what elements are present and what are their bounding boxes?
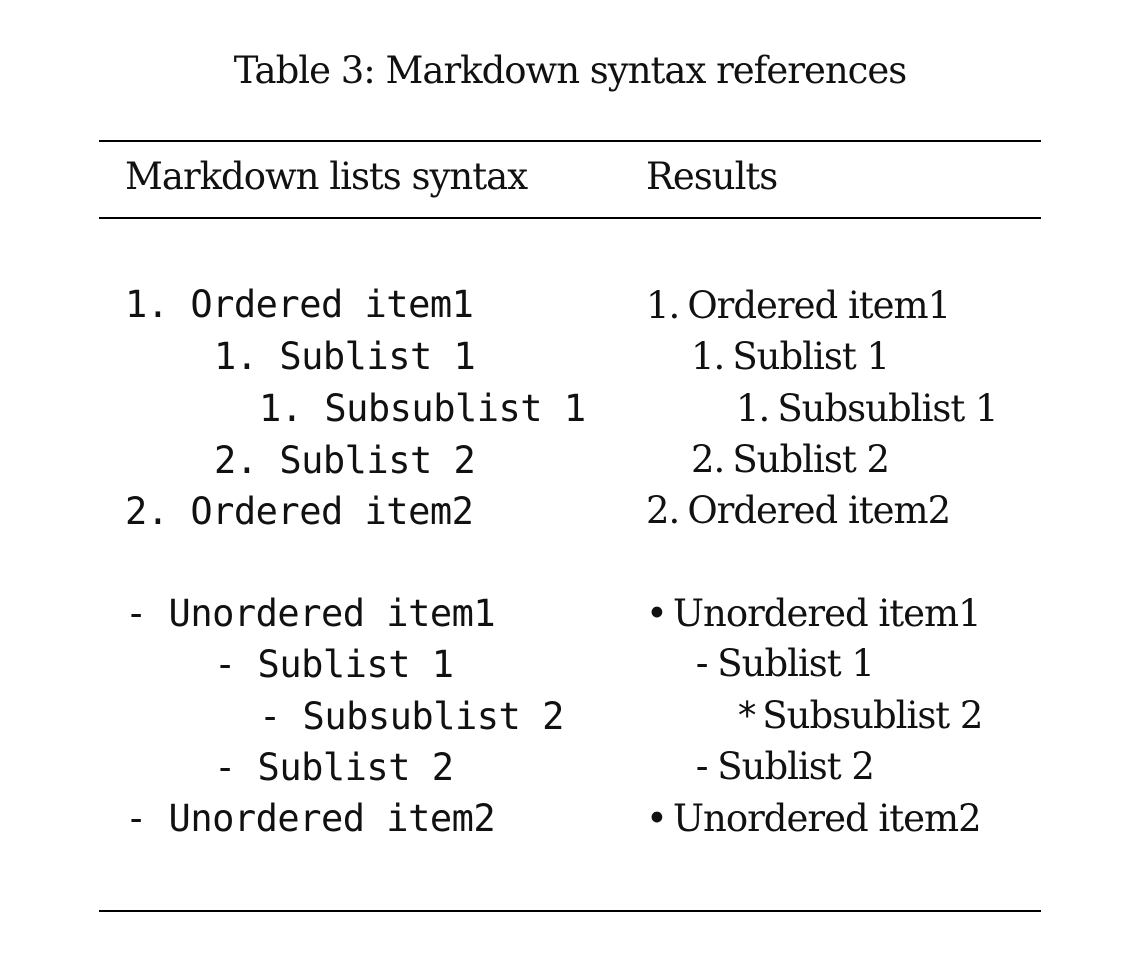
result-row: * Subsublist 2 bbox=[736, 691, 983, 741]
result-text: Unordered item2 bbox=[672, 797, 982, 840]
syntax-row: - Unordered item2 bbox=[125, 797, 496, 840]
syntax-row: - Sublist 2 bbox=[214, 746, 454, 789]
bullet-icon: • bbox=[646, 592, 668, 635]
result-row: • Unordered item1 bbox=[646, 589, 982, 639]
result-row: • Unordered item2 bbox=[646, 794, 982, 844]
syntax-row: 2. Sublist 2 bbox=[214, 439, 476, 482]
syntax-row: 2. Ordered item2 bbox=[125, 490, 474, 533]
dash-marker: - bbox=[691, 642, 714, 685]
result-text: Sublist 1 bbox=[732, 335, 890, 378]
result-row: 1. Sublist 1 bbox=[691, 332, 890, 382]
result-text: Sublist 1 bbox=[717, 642, 875, 685]
bottom-rule bbox=[99, 910, 1041, 912]
bullet-icon: • bbox=[646, 797, 668, 840]
result-marker: 2. bbox=[691, 438, 725, 481]
syntax-row: - Subsublist 2 bbox=[259, 695, 564, 738]
result-text: Sublist 2 bbox=[717, 745, 875, 788]
syntax-row: 1. Subsublist 1 bbox=[259, 387, 586, 430]
table-caption: Table 3: Markdown syntax references bbox=[233, 49, 908, 92]
asterisk-marker: * bbox=[736, 694, 759, 737]
result-row: 1. Subsublist 1 bbox=[736, 384, 999, 434]
mid-rule bbox=[99, 217, 1041, 219]
result-marker: 2. bbox=[646, 489, 680, 532]
result-text: Unordered item1 bbox=[672, 592, 982, 635]
result-row: 1. Ordered item1 bbox=[646, 281, 951, 331]
syntax-row: 1. Sublist 1 bbox=[214, 335, 476, 378]
result-marker: 1. bbox=[691, 335, 725, 378]
result-row: 2. Sublist 2 bbox=[691, 435, 890, 485]
syntax-row: - Unordered item1 bbox=[125, 592, 496, 635]
syntax-row: - Sublist 1 bbox=[214, 643, 454, 686]
top-rule bbox=[99, 140, 1041, 142]
result-text: Ordered item2 bbox=[687, 489, 951, 532]
dash-marker: - bbox=[691, 745, 714, 788]
result-text: Ordered item1 bbox=[687, 284, 951, 327]
header-results: Results bbox=[646, 155, 778, 198]
result-row: - Sublist 1 bbox=[691, 639, 875, 689]
result-row: - Sublist 2 bbox=[691, 742, 875, 792]
header-syntax: Markdown lists syntax bbox=[125, 155, 528, 198]
result-marker: 1. bbox=[736, 387, 770, 430]
result-text: Subsublist 2 bbox=[762, 694, 983, 737]
result-marker: 1. bbox=[646, 284, 680, 327]
result-text: Sublist 2 bbox=[732, 438, 890, 481]
syntax-row: 1. Ordered item1 bbox=[125, 283, 474, 326]
result-text: Subsublist 1 bbox=[777, 387, 998, 430]
result-row: 2. Ordered item2 bbox=[646, 486, 951, 536]
